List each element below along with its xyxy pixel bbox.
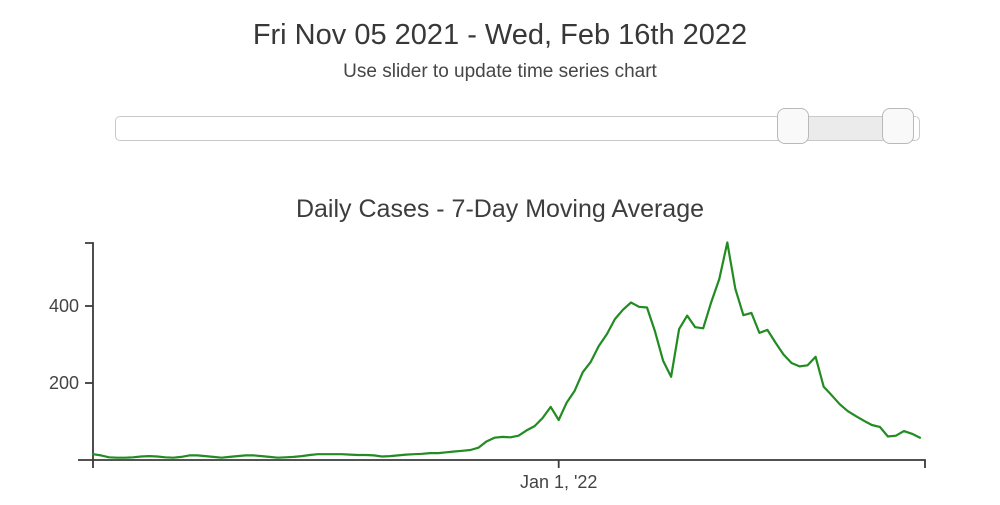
- date-range-title: Fri Nov 05 2021 - Wed, Feb 16th 2022: [252, 19, 748, 51]
- y-tick-label: 400: [49, 296, 79, 316]
- series-line: [91, 241, 922, 459]
- tick-labels: 200 400 Jan 1, '22: [49, 296, 597, 492]
- date-range-slider: [0, 0, 1000, 160]
- slider-selected-range[interactable]: [792, 116, 899, 141]
- y-tick-label: 200: [49, 373, 79, 393]
- x-axis: [78, 459, 926, 468]
- axes: [78, 242, 926, 468]
- slider-handle-start[interactable]: [776, 108, 809, 144]
- y-axis: [85, 242, 94, 468]
- time-series-chart: 200 400 Jan 1, '22: [49, 241, 926, 492]
- slider-instruction: Use slider to update time series chart: [343, 61, 657, 82]
- x-tick-label: Jan 1, '22: [520, 472, 598, 492]
- slider-handle-end[interactable]: [882, 108, 915, 144]
- chart-title: Daily Cases - 7-Day Moving Average: [295, 195, 705, 223]
